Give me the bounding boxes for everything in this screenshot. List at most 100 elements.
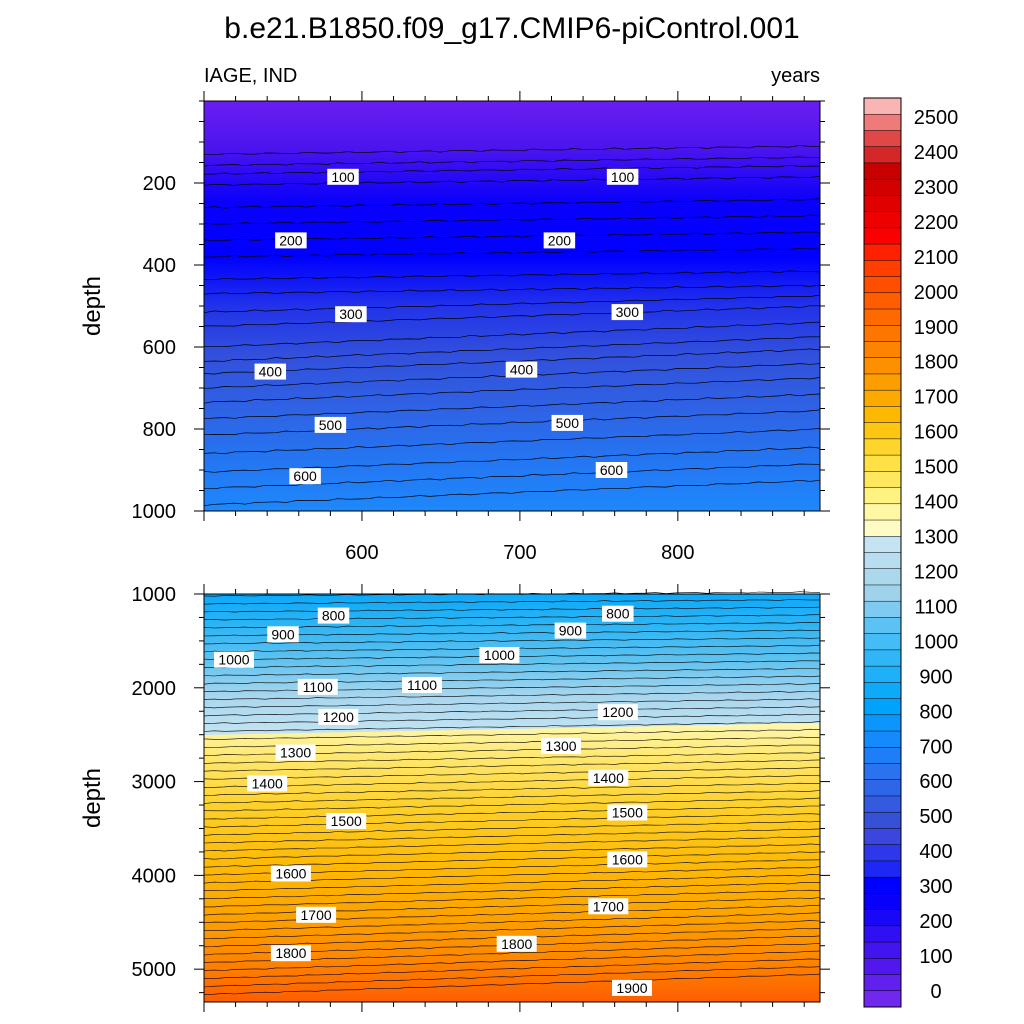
- bottom-y-tick-label: 2000: [132, 678, 177, 700]
- bottom-ticks: 1000 2000 3000 4000 5000: [132, 584, 830, 1012]
- colorbar-box: [864, 98, 901, 115]
- colorbar-box: [864, 406, 901, 423]
- variable-label: IAGE, IND: [204, 65, 297, 87]
- top-x-tick-label: 700: [503, 542, 536, 564]
- bottom-isoline: [203, 706, 821, 717]
- top-contour-label-text: 400: [510, 362, 534, 378]
- bottom-contour-label-box: [270, 865, 311, 882]
- bottom-contour-label: 1400: [247, 775, 288, 792]
- top-y-axis-title: depth: [79, 276, 106, 336]
- top-isoline: [203, 175, 821, 186]
- top-contour-label-text: 500: [556, 415, 580, 431]
- bottom-isoline: [203, 629, 821, 637]
- top-y-tick-label: 200: [143, 173, 176, 195]
- bottom-isoline: [203, 698, 821, 709]
- colorbar-label: 1500: [914, 457, 959, 479]
- colorbar-box: [864, 276, 901, 294]
- colorbar-label: 1100: [914, 596, 957, 618]
- top-contour-label: 300: [335, 306, 367, 323]
- bottom-contour-label-text: 1000: [218, 652, 249, 668]
- bottom-contour-label-text: 800: [606, 606, 630, 622]
- colorbar-box: [864, 990, 901, 1008]
- bottom-contour-label-box: [554, 622, 587, 639]
- colorbar-box: [864, 958, 901, 975]
- bottom-contour-label: 1200: [597, 704, 638, 721]
- top-isoline: [203, 294, 821, 314]
- top-y-tick-label: 400: [143, 255, 176, 277]
- bottom-isoline: [203, 668, 821, 677]
- top-contour-label-text: 600: [600, 462, 624, 478]
- bottom-isoline: [204, 882, 821, 899]
- top-contour-label-box: [314, 416, 347, 433]
- colorbar-box: [864, 682, 901, 699]
- colorbar-box: [864, 747, 901, 764]
- colorbar-box: [864, 244, 901, 261]
- bottom-contour-label-box: [588, 769, 629, 786]
- top-isoline: [203, 446, 821, 473]
- top-panel: 100 100 200 200 300 300 400 400 500 500 600 600 200…: [79, 91, 830, 564]
- top-isoline: [203, 198, 821, 209]
- colorbar-label: 2000: [914, 282, 959, 304]
- bottom-panel: 800 800 900 900 1000 1000 1100 1100 1200 1200 1300…: [79, 584, 830, 1012]
- colorbar-box: [864, 357, 901, 375]
- top-contour-label-box: [595, 462, 628, 478]
- bottom-contour-label-text: 1500: [612, 805, 643, 821]
- bottom-contour-label: 1800: [270, 945, 311, 962]
- colorbar-label: 300: [919, 876, 952, 898]
- bottom-contour-label-text: 900: [271, 626, 295, 642]
- bottom-contour-label: 1300: [541, 737, 581, 754]
- bottom-contour-label-text: 1400: [252, 776, 283, 792]
- bottom-contour-label: 800: [317, 607, 350, 624]
- colorbar-label: 2400: [914, 142, 959, 164]
- bottom-contour-label-box: [402, 677, 442, 693]
- colorbar: 2500240023002200210020001900180017001600…: [863, 97, 959, 1008]
- colorbar-box: [864, 828, 901, 845]
- top-contour-label-box: [335, 306, 367, 323]
- bottom-isoline: [203, 721, 821, 732]
- bottom-contour-label: 1200: [318, 708, 359, 725]
- top-isoline: [203, 479, 821, 507]
- top-isoline: [203, 284, 821, 295]
- colorbar-frame: [863, 97, 902, 1008]
- top-isoline: [203, 145, 821, 156]
- top-isoline: [203, 270, 821, 281]
- colorbar-label: 2300: [914, 177, 959, 199]
- bottom-contour-label-box: [317, 607, 350, 624]
- colorbar-label: 700: [919, 736, 952, 758]
- colorbar-box: [864, 227, 901, 245]
- colorbar-box: [864, 584, 901, 602]
- colorbar-label: 600: [919, 771, 952, 793]
- colorbar-box: [864, 438, 901, 456]
- bottom-contour-label: 1900: [612, 979, 652, 996]
- bottom-isoline: [204, 889, 821, 908]
- bottom-panel-frame: [203, 593, 821, 1003]
- top-contour-label-text: 200: [548, 232, 572, 248]
- bottom-isoline: [203, 874, 821, 891]
- colorbar-label: 200: [919, 911, 952, 933]
- top-contour-label-box: [254, 363, 287, 380]
- top-isoline: [203, 393, 821, 420]
- bottom-isoline: [203, 828, 821, 844]
- bottom-contour-label: 1700: [588, 898, 629, 915]
- colorbar-box: [864, 195, 901, 212]
- colorbar-box: [864, 292, 901, 310]
- top-x-tick-label: 800: [661, 542, 694, 564]
- bottom-isoline: [203, 813, 821, 828]
- bottom-y-tick-label: 3000: [132, 772, 177, 794]
- bottom-contour-label-box: [479, 647, 520, 663]
- bottom-contour-label-box: [270, 945, 311, 962]
- top-isoline: [203, 377, 821, 404]
- bottom-contour-label-text: 1300: [280, 745, 311, 761]
- top-isoline: [203, 409, 821, 436]
- bottom-contour-label-box: [267, 626, 299, 643]
- bottom-isoline: [203, 767, 820, 780]
- top-contour-label-text: 300: [616, 304, 640, 320]
- top-contour-label: 400: [254, 363, 287, 380]
- top-contour-labels: 100 100 200 200 300 300 400 400 500 500 600 600: [254, 168, 644, 485]
- colorbar-box: [864, 503, 901, 521]
- bottom-contour-label-text: 1300: [545, 738, 576, 754]
- bottom-contour-label-box: [612, 979, 652, 996]
- bottom-contour-label: 900: [554, 622, 587, 639]
- bottom-contour-label-box: [214, 651, 254, 668]
